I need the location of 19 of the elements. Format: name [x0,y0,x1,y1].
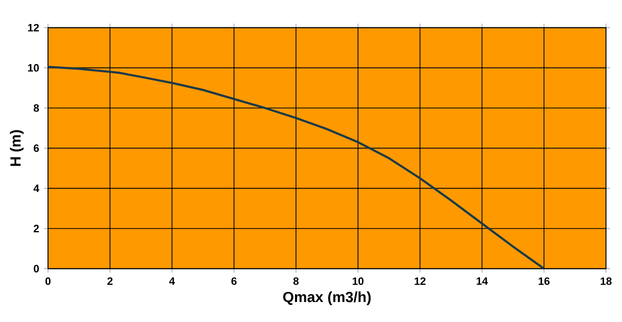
x-tick-label: 10 [352,277,364,285]
x-tick-label: 18 [600,277,612,285]
x-axis-title: Qmax (m3/h) [283,291,371,306]
y-tick-label: 12 [28,24,39,32]
y-tick-label: 2 [34,224,39,232]
x-tick-label: 6 [231,277,237,285]
x-tick-label: 16 [538,277,550,285]
y-tick-label: 4 [34,184,40,192]
x-tick-label: 4 [169,277,175,285]
x-tick-label: 8 [293,277,299,285]
x-tick-label: 14 [476,277,488,285]
y-tick-label: 6 [34,144,39,152]
x-tick-label: 2 [107,277,113,285]
y-tick-label: 8 [34,104,39,112]
y-tick-label: 10 [28,64,39,72]
y-tick-label: 0 [34,264,39,272]
y-axis-title: H (m) [10,130,24,166]
x-tick-label: 0 [45,277,51,285]
x-tick-label: 12 [414,277,426,285]
